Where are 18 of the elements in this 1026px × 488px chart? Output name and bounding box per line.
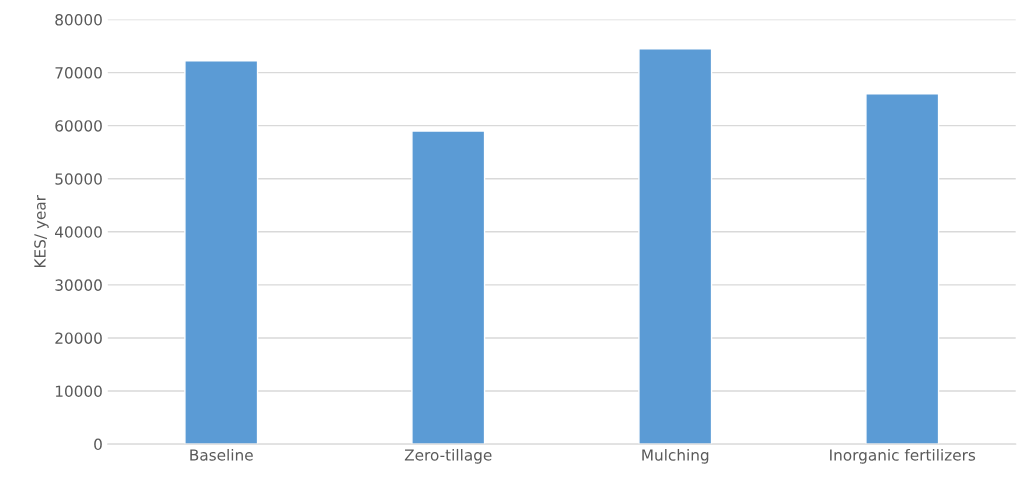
y-tick-label: 10000 [55, 385, 102, 398]
y-tick-label: 80000 [55, 13, 102, 26]
y-tick-label: 0 [94, 438, 102, 451]
y-tick-label: 20000 [55, 332, 102, 344]
y-tick-label: 40000 [55, 226, 102, 238]
x-tick-label: Zero-tillage [404, 448, 492, 464]
bar [865, 93, 940, 445]
bar [638, 48, 713, 445]
y-axis-title: KES/ year [34, 195, 49, 268]
x-tick-label: Mulching [642, 448, 709, 464]
bar [184, 60, 259, 445]
y-tick-label: 60000 [55, 120, 102, 132]
x-tick-label: Inorganic fertilizers [830, 448, 976, 464]
x-tick-label: Baseline [190, 448, 253, 461]
bar [411, 130, 486, 445]
y-tick-label: 70000 [55, 67, 102, 79]
y-tick-label: 50000 [55, 173, 102, 185]
y-tick-label: 30000 [55, 279, 102, 291]
